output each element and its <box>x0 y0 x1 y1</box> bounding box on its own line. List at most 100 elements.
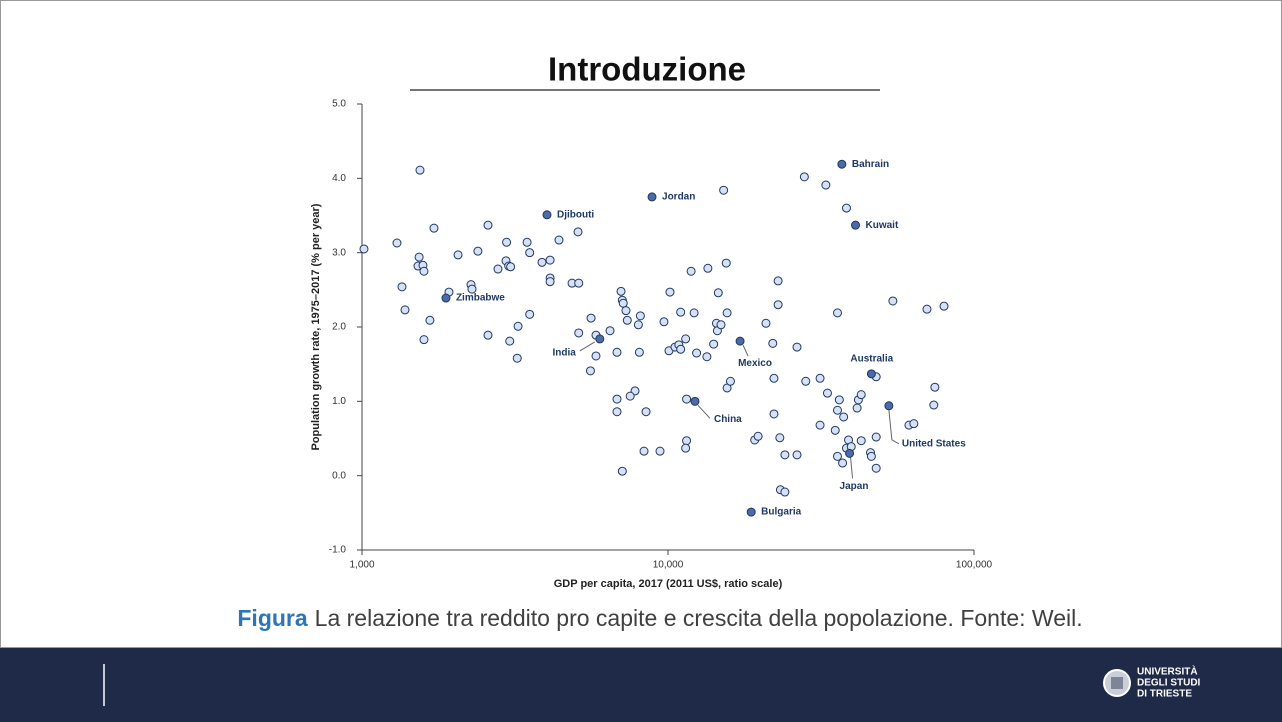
x-tick-label: 100,000 <box>956 560 993 571</box>
x-axis-title: GDP per capita, 2017 (2011 US$, ratio sc… <box>554 578 783 590</box>
point <box>635 311 645 321</box>
point <box>866 451 876 461</box>
point <box>690 396 700 406</box>
point <box>722 308 732 318</box>
y-tick-label: -1.0 <box>329 545 347 556</box>
point <box>618 298 628 308</box>
point <box>841 203 851 213</box>
point <box>542 210 552 220</box>
point <box>681 443 691 453</box>
point <box>525 248 535 258</box>
point <box>832 308 842 318</box>
point <box>502 237 512 247</box>
point-label: India <box>552 348 576 359</box>
point <box>871 463 881 473</box>
point-label: China <box>714 414 742 425</box>
point <box>922 304 932 314</box>
point-label: Bahrain <box>852 159 889 170</box>
point <box>773 300 783 310</box>
point <box>641 407 651 417</box>
point <box>591 351 601 361</box>
point <box>419 266 429 276</box>
point <box>537 257 547 267</box>
point <box>866 369 876 379</box>
point <box>414 252 424 262</box>
point <box>686 266 696 276</box>
point <box>815 373 825 383</box>
y-tick-label: 4.0 <box>332 173 346 184</box>
caption: Figura La relazione tra reddito pro capit… <box>237 605 1082 631</box>
point <box>682 436 692 446</box>
logo-emblem <box>1111 677 1123 689</box>
point <box>834 395 844 405</box>
point <box>419 335 429 345</box>
point <box>522 237 532 247</box>
point <box>713 288 723 298</box>
point <box>573 227 583 237</box>
point <box>634 347 644 357</box>
point-label: Djibouti <box>557 209 594 220</box>
point <box>871 432 881 442</box>
point <box>832 405 842 415</box>
point <box>852 403 862 413</box>
point <box>655 446 665 456</box>
point <box>483 330 493 340</box>
label-leader <box>742 344 749 357</box>
point <box>682 394 692 404</box>
point <box>709 339 719 349</box>
point <box>513 321 523 331</box>
point <box>545 277 555 287</box>
point <box>425 315 435 325</box>
point <box>702 352 712 362</box>
caption-text: La relazione tra reddito pro capite e cr… <box>315 605 1083 631</box>
point <box>822 388 832 398</box>
point <box>621 306 631 316</box>
point <box>397 282 407 292</box>
y-tick-label: 2.0 <box>332 322 346 333</box>
point <box>612 407 622 417</box>
y-tick-label: 5.0 <box>332 99 346 110</box>
point <box>400 305 410 315</box>
point <box>792 342 802 352</box>
point <box>639 446 649 456</box>
point <box>665 287 675 297</box>
point <box>856 436 866 446</box>
point <box>574 278 584 288</box>
point <box>929 400 939 410</box>
point <box>780 487 790 497</box>
point <box>512 353 522 363</box>
point <box>554 235 564 245</box>
point <box>780 450 790 460</box>
point <box>525 309 535 319</box>
point <box>838 458 848 468</box>
x-tick-label: 1,000 <box>349 560 374 571</box>
x-tick-label: 10,000 <box>653 560 684 571</box>
point <box>441 293 451 303</box>
caption-label: Figura <box>237 605 307 631</box>
point-label: Zimbabwe <box>456 293 505 304</box>
point <box>415 165 425 175</box>
point <box>801 376 811 386</box>
point-label: Bulgaria <box>761 507 801 518</box>
point <box>721 258 731 268</box>
point <box>545 255 555 265</box>
point <box>689 308 699 318</box>
y-axis-title: Population growth rate, 1975–2017 (% per… <box>310 203 322 450</box>
point <box>493 264 503 274</box>
point <box>856 390 866 400</box>
point <box>888 296 898 306</box>
logo-text: UNIVERSITÀ <box>1137 665 1198 678</box>
footer-bar <box>0 648 1282 722</box>
point <box>761 318 771 328</box>
point <box>830 425 840 435</box>
point <box>884 401 894 411</box>
point <box>681 334 691 344</box>
point <box>703 263 713 273</box>
y-tick-label: 3.0 <box>332 247 346 258</box>
point-label: Jordan <box>662 192 695 203</box>
point <box>612 394 622 404</box>
label-leader <box>888 409 900 445</box>
point <box>773 276 783 286</box>
point <box>617 466 627 476</box>
